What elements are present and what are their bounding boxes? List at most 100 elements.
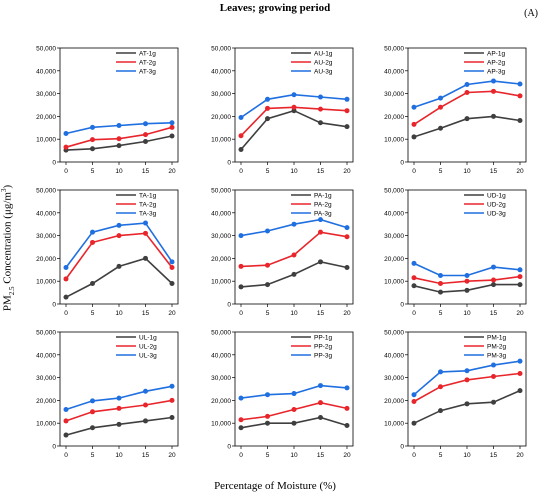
y-tick-label: 50,000 [211, 46, 231, 53]
y-tick-label: 20,000 [384, 114, 404, 121]
data-point [63, 418, 69, 424]
data-point [464, 89, 470, 95]
data-point [90, 229, 95, 235]
data-point [169, 280, 175, 286]
data-point [169, 133, 175, 139]
data-point [143, 121, 148, 127]
data-point [291, 271, 297, 277]
data-point [517, 282, 523, 288]
y-tick-label: 0 [400, 302, 404, 309]
data-point [143, 132, 148, 138]
data-point [491, 264, 496, 270]
y-tick-label: 0 [400, 444, 404, 451]
data-point [318, 229, 323, 235]
legend-entry: PP-2g [314, 344, 332, 351]
legend-entry: PA-3g [314, 211, 332, 218]
y-tick-label: 40,000 [211, 210, 231, 217]
data-point [169, 383, 175, 389]
data-point [143, 255, 148, 261]
data-point [291, 420, 297, 426]
data-point [464, 81, 470, 87]
x-tick-label: 15 [490, 310, 498, 317]
data-point [265, 392, 270, 398]
data-point [265, 228, 270, 234]
data-point [63, 276, 69, 282]
data-point [344, 108, 350, 114]
data-point [116, 136, 122, 142]
x-tick-label: 5 [266, 452, 270, 459]
y-tick-label: 30,000 [211, 233, 231, 240]
series-line-TA-2g [65, 232, 173, 280]
x-tick-label: 15 [142, 168, 150, 175]
data-point [63, 265, 69, 271]
data-point [438, 280, 443, 286]
x-tick-label: 10 [290, 168, 298, 175]
legend-entry: AT-2g [139, 60, 156, 67]
x-tick-label: 0 [412, 168, 416, 175]
y-tick-label: 40,000 [384, 352, 404, 359]
data-point [238, 146, 244, 152]
data-point [265, 105, 270, 111]
data-point [438, 125, 443, 131]
legend-entry: AP-1g [487, 51, 505, 58]
data-point [438, 273, 443, 278]
legend-entry: PM-2g [487, 344, 507, 351]
data-point [318, 259, 323, 265]
data-point [464, 287, 470, 293]
data-point [291, 391, 297, 397]
y-tick-label: 10,000 [36, 421, 56, 428]
legend-entry: PA-2g [314, 202, 332, 209]
legend-entry: AT-1g [139, 51, 156, 58]
legend-entry: PP-1g [314, 335, 332, 342]
data-point [491, 277, 496, 283]
y-tick-label: 0 [52, 444, 56, 451]
plot-frame [234, 331, 354, 447]
y-tick-label: 30,000 [384, 91, 404, 98]
x-tick-label: 10 [463, 310, 471, 317]
x-tick-label: 20 [343, 168, 351, 175]
data-point [169, 265, 175, 271]
legend-entry: UD-3g [487, 211, 506, 218]
data-point [291, 108, 297, 114]
x-axis-label: Percentage of Moisture (%) [214, 480, 336, 492]
data-point [517, 267, 523, 273]
panel-tag: (A) [524, 8, 538, 19]
legend-entry: AU-1g [314, 51, 333, 58]
data-point [438, 384, 443, 390]
data-point [344, 422, 350, 428]
plot-frame [59, 189, 179, 305]
data-point [143, 230, 148, 236]
x-tick-label: 0 [64, 310, 68, 317]
data-point [169, 259, 175, 265]
data-point [291, 252, 297, 258]
data-point [90, 398, 95, 404]
y-tick-label: 20,000 [36, 398, 56, 405]
data-point [116, 421, 122, 427]
data-point [411, 134, 417, 140]
x-tick-label: 10 [290, 310, 298, 317]
x-tick-label: 10 [115, 310, 123, 317]
data-point [116, 405, 122, 411]
data-point [291, 104, 297, 110]
y-tick-label: 50,000 [36, 188, 56, 195]
series-line-TA-3g [65, 222, 173, 268]
data-point [90, 146, 95, 152]
x-tick-label: 15 [317, 310, 325, 317]
y-tick-label: 30,000 [211, 91, 231, 98]
y-tick-label: 20,000 [384, 398, 404, 405]
data-point [116, 222, 122, 228]
x-tick-label: 5 [91, 310, 95, 317]
data-point [411, 275, 417, 281]
x-tick-label: 15 [142, 310, 150, 317]
data-point [318, 217, 323, 223]
x-tick-label: 10 [115, 452, 123, 459]
y-tick-label: 50,000 [36, 330, 56, 337]
y-tick-label: 0 [52, 302, 56, 309]
series-line-PA-2g [240, 231, 348, 268]
data-point [344, 96, 350, 102]
legend-entry: TA-3g [139, 211, 157, 218]
data-point [438, 289, 443, 295]
plot-frame [234, 189, 354, 305]
y-tick-label: 50,000 [211, 330, 231, 337]
